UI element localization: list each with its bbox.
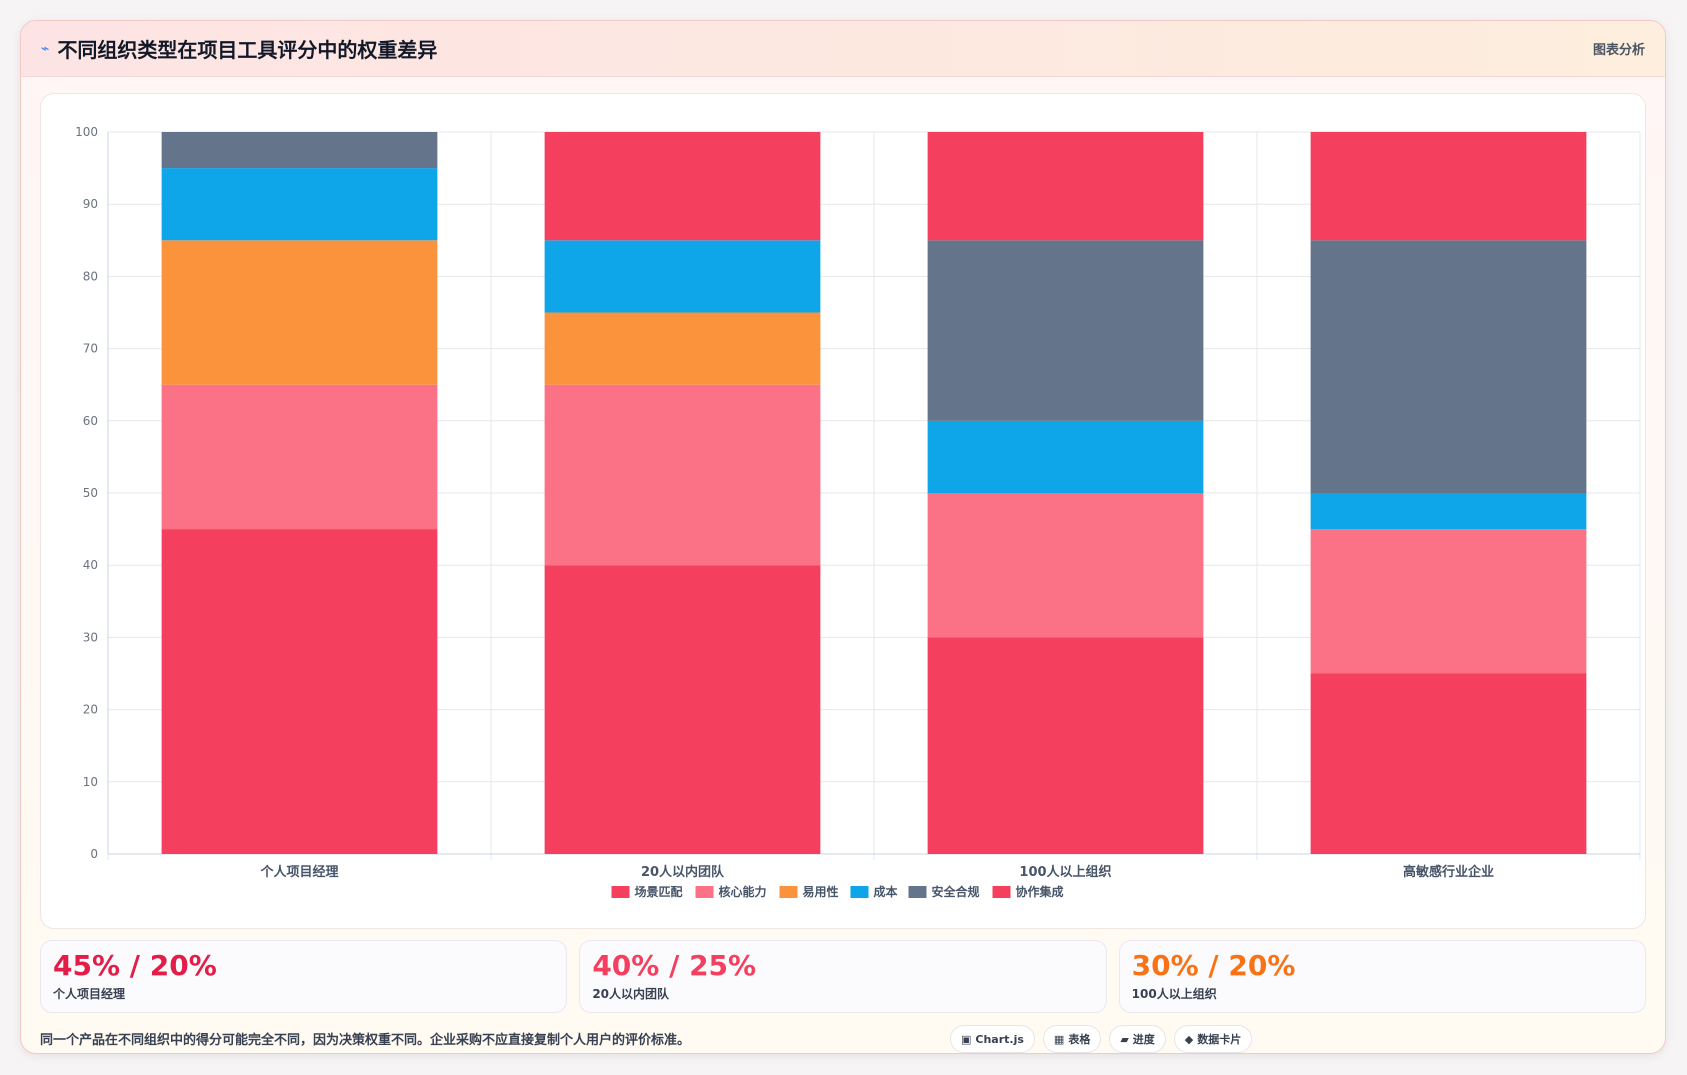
stat-card: 30% / 20% 100人以上组织 (1118, 940, 1646, 1013)
diamond-icon: ◆ (1184, 1032, 1194, 1046)
bar-segment (161, 240, 438, 385)
page-title: 不同组织类型在项目工具评分中的权重差异 (57, 38, 438, 62)
bar-segment (161, 168, 438, 241)
pill-label: 数据卡片 (1197, 1033, 1242, 1046)
stat-card: 40% / 25% 20人以内团队 (579, 940, 1107, 1013)
bar-segment (161, 132, 438, 169)
stat-label: 20人以内团队 (592, 987, 670, 1001)
x-tick-label: 20人以内团队 (641, 864, 725, 880)
stat-value: 30% / 20% (1131, 949, 1296, 982)
stat-label: 个人项目经理 (53, 987, 126, 1001)
stat-label: 100人以上组织 (1131, 987, 1217, 1001)
legend-swatch (992, 886, 1011, 898)
table-icon: ▦ (1053, 1032, 1065, 1046)
bolt-icon: ⌁ (41, 40, 50, 57)
chart-analysis-tag: 图表分析 (1592, 43, 1645, 58)
bar-segment (544, 384, 821, 566)
y-tick-label: 70 (83, 342, 98, 356)
y-tick-label: 90 (83, 197, 98, 211)
stat-value: 40% / 25% (592, 949, 757, 982)
bar-segment (1310, 673, 1587, 854)
legend-label: 核心能力 (719, 884, 767, 899)
legend-label: 安全合规 (932, 884, 980, 899)
bar-segment (544, 132, 821, 241)
bar-segment (161, 384, 438, 530)
footer-note: 同一个产品在不同组织中的得分可能完全不同，因为决策权重不同。企业采购不应直接复制… (40, 1033, 691, 1048)
y-tick-label: 80 (83, 269, 98, 283)
y-tick-label: 0 (90, 847, 98, 861)
pill-chartjs[interactable]: ▣ Chart.js (950, 1025, 1035, 1053)
pill-label: Chart.js (975, 1032, 1024, 1046)
y-tick-label: 30 (83, 630, 98, 644)
y-tick-label: 10 (83, 775, 98, 789)
x-tick-label: 个人项目经理 (259, 864, 338, 880)
bar-segment (1310, 132, 1587, 241)
legend-swatch (779, 886, 798, 898)
stat-cards: 45% / 20% 个人项目经理 40% / 25% 20人以内团队 30% /… (40, 940, 1646, 1013)
bar-segment (927, 240, 1204, 421)
pill-progress[interactable]: ▰ 进度 (1109, 1025, 1166, 1053)
pill-data-card[interactable]: ◆ 数据卡片 (1173, 1025, 1253, 1053)
bar-segment (1310, 240, 1587, 493)
y-tick-label: 60 (83, 414, 98, 428)
bar-segment (544, 240, 821, 313)
chart-panel: 0 10 20 30 40 50 60 70 80 90 100 个人项目经理 20人以内团队 100人以… (40, 93, 1646, 929)
legend-label: 成本 (874, 884, 898, 899)
header: ⌁ 不同组织类型在项目工具评分中的权重差异 图表分析 (21, 21, 1665, 77)
footer: 同一个产品在不同组织中的得分可能完全不同，因为决策权重不同。企业采购不应直接复制… (40, 1021, 1646, 1053)
bar-segment (544, 565, 821, 854)
pill-label: 表格 (1068, 1033, 1091, 1046)
x-tick-label: 高敏感行业企业 (1403, 864, 1494, 880)
chart-icon: ▣ (961, 1032, 972, 1046)
legend-swatch (611, 886, 630, 898)
progress-icon: ▰ (1120, 1032, 1129, 1046)
bar-segment (544, 312, 821, 385)
feature-pills: ▣ Chart.js ▦ 表格 ▰ 进度 ◆ 数据卡片 (950, 1025, 1253, 1053)
bar-segment (927, 637, 1204, 854)
bar-segment (927, 420, 1204, 493)
x-tick-label: 100人以上组织 (1019, 864, 1111, 880)
y-tick-label: 20 (83, 703, 98, 717)
app-window: ⌁ 不同组织类型在项目工具评分中的权重差异 图表分析 0 10 20 30 40 50 60… (20, 20, 1666, 1054)
bar-segment (1310, 493, 1587, 530)
bar-segment (927, 132, 1204, 241)
pill-table[interactable]: ▦ 表格 (1042, 1025, 1102, 1053)
y-tick-label: 50 (83, 486, 98, 500)
legend-swatch (908, 886, 927, 898)
stat-value: 45% / 20% (53, 949, 217, 982)
bar-segment (161, 529, 438, 854)
legend-swatch (850, 886, 869, 898)
pill-label: 进度 (1132, 1033, 1155, 1046)
bar-segment (927, 493, 1204, 638)
legend-label: 协作集成 (1016, 884, 1064, 899)
stacked-bar-chart: 0 10 20 30 40 50 60 70 80 90 100 个人项目经理 20人以内团队 100人以… (75, 125, 1641, 899)
stat-card: 45% / 20% 个人项目经理 (40, 940, 568, 1013)
legend-label: 场景匹配 (635, 884, 683, 899)
y-tick-label: 100 (75, 125, 98, 139)
legend-swatch (695, 886, 714, 898)
y-tick-label: 40 (83, 558, 98, 572)
legend-label: 易用性 (803, 884, 839, 899)
bar-segment (1310, 529, 1587, 674)
